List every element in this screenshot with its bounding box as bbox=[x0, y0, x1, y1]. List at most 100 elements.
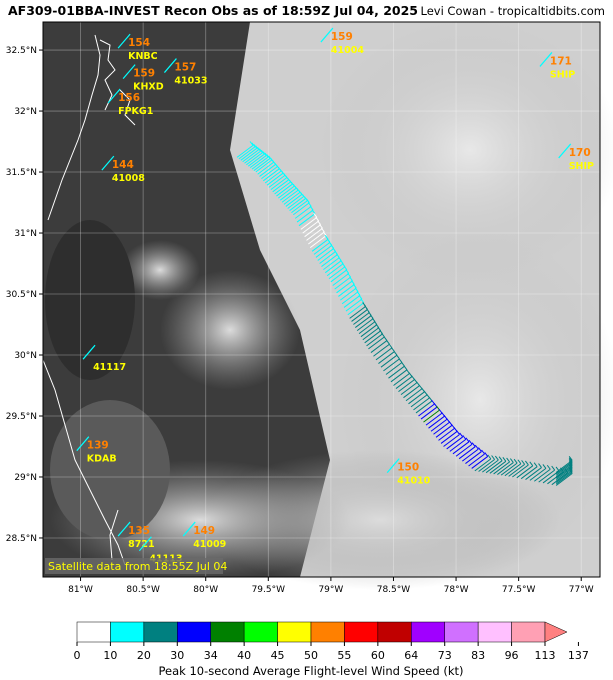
wind-barb bbox=[242, 149, 259, 163]
wind-barb bbox=[529, 467, 547, 481]
wind-barb bbox=[358, 321, 376, 335]
wind-barb-flag bbox=[343, 265, 348, 271]
station-value: 144 bbox=[112, 159, 134, 171]
wind-barb-flag bbox=[517, 459, 522, 465]
wind-barb bbox=[555, 462, 573, 476]
wind-barb-flag bbox=[260, 149, 265, 155]
wind-barb-flag bbox=[360, 298, 365, 304]
wind-barb bbox=[353, 312, 370, 325]
colorbar-tick-label: 137 bbox=[568, 649, 589, 662]
wind-barb-flag bbox=[264, 152, 269, 158]
wind-barb bbox=[468, 453, 485, 467]
wind-barb bbox=[347, 302, 365, 316]
station-value: 157 bbox=[174, 62, 196, 74]
wind-barb bbox=[478, 459, 495, 472]
wind-barb bbox=[261, 166, 278, 180]
colorbar-cell bbox=[76, 621, 111, 643]
wind-barb bbox=[425, 412, 443, 426]
plot-border bbox=[42, 21, 601, 578]
lat-label: 30°N bbox=[14, 351, 37, 361]
colorbar-tick-label: 45 bbox=[271, 649, 285, 662]
wind-barb bbox=[238, 146, 256, 160]
wind-barb-flag bbox=[309, 205, 314, 211]
wind-barb-flag bbox=[257, 146, 261, 152]
wind-barb-flag bbox=[524, 460, 529, 466]
wind-barb-flag bbox=[484, 452, 489, 457]
wind-barb bbox=[393, 373, 410, 386]
station-name: SHIP bbox=[550, 69, 575, 80]
wind-barb bbox=[296, 209, 314, 223]
wind-barb bbox=[370, 340, 388, 353]
wind-barb-flag bbox=[481, 449, 485, 455]
colorbar-tick-label: 30 bbox=[170, 649, 184, 662]
lon-label: 79°W bbox=[318, 585, 343, 595]
wind-barb bbox=[400, 382, 418, 396]
wind-barb-flag bbox=[462, 435, 467, 440]
wind-barb bbox=[336, 280, 353, 294]
colorbar-tick-label: 60 bbox=[371, 649, 385, 662]
lon-label: 80°W bbox=[193, 585, 218, 595]
wind-barb bbox=[462, 448, 479, 462]
wind-barb bbox=[246, 152, 263, 166]
wind-barb bbox=[497, 462, 514, 475]
colorbar-cell bbox=[277, 621, 312, 643]
station-name: SHIP bbox=[569, 161, 594, 172]
station-name: KDAB bbox=[87, 454, 117, 465]
wind-barb bbox=[375, 347, 393, 361]
lat-label: 31.5°N bbox=[6, 168, 37, 178]
wind-barb bbox=[446, 436, 463, 450]
station-barb bbox=[117, 33, 131, 49]
wind-barb-flag bbox=[381, 332, 385, 338]
colorbar-cell bbox=[444, 621, 479, 643]
wind-barb bbox=[266, 172, 284, 186]
lat-label: 32°N bbox=[14, 107, 37, 117]
station-name: 41117 bbox=[93, 362, 126, 373]
wind-barb bbox=[555, 459, 573, 473]
wind-barb bbox=[339, 287, 357, 301]
lat-label: 29.5°N bbox=[6, 412, 37, 422]
wind-barb bbox=[298, 213, 316, 227]
wind-barb bbox=[485, 460, 503, 474]
wind-barb-flag bbox=[494, 455, 499, 461]
station-value: 171 bbox=[550, 55, 572, 67]
coastline bbox=[42, 34, 136, 566]
wind-barb-flag bbox=[305, 198, 310, 204]
wind-barb-flag bbox=[319, 224, 323, 229]
colorbar-cells bbox=[76, 621, 568, 643]
wind-barb bbox=[555, 465, 573, 479]
wind-barb-flag bbox=[352, 283, 357, 289]
wind-barb-flag bbox=[546, 464, 551, 470]
wind-barb bbox=[366, 333, 383, 347]
wind-barb bbox=[236, 144, 254, 158]
wind-barb-flag bbox=[249, 141, 254, 146]
station-name: 41010 bbox=[397, 476, 430, 487]
wind-barb bbox=[244, 150, 261, 164]
colorbar-tick-label: 40 bbox=[237, 649, 251, 662]
wind-barb bbox=[474, 458, 492, 472]
wind-barb bbox=[455, 443, 473, 457]
wind-barb bbox=[383, 358, 400, 372]
station-barb bbox=[101, 155, 115, 171]
wind-barb bbox=[542, 470, 560, 484]
wind-barb bbox=[300, 216, 318, 230]
latitude-labels: 32.5°N 32°N 31.5°N 31°N 30.5°N 30°N 29.5°N 29°N… bbox=[6, 46, 43, 544]
wind-barb bbox=[500, 462, 518, 476]
station-barb bbox=[138, 536, 152, 552]
wind-barb-flag bbox=[320, 227, 325, 233]
wind-barb-flag bbox=[386, 339, 390, 345]
colorbar-tick-label: 34 bbox=[204, 649, 218, 662]
wind-barb bbox=[440, 431, 458, 444]
wind-barb bbox=[281, 189, 299, 203]
colorbar-cell bbox=[210, 621, 245, 643]
wind-barb bbox=[291, 200, 308, 214]
station-value: 170 bbox=[569, 147, 591, 159]
wind-barb bbox=[364, 330, 381, 344]
wind-barb bbox=[420, 406, 438, 420]
wind-barb-flag bbox=[509, 458, 514, 463]
wind-barb bbox=[443, 434, 460, 447]
lat-label: 29°N bbox=[14, 473, 37, 483]
wind-barb-flag bbox=[388, 343, 393, 349]
wind-barb bbox=[302, 220, 320, 234]
wind-barb bbox=[418, 403, 435, 417]
